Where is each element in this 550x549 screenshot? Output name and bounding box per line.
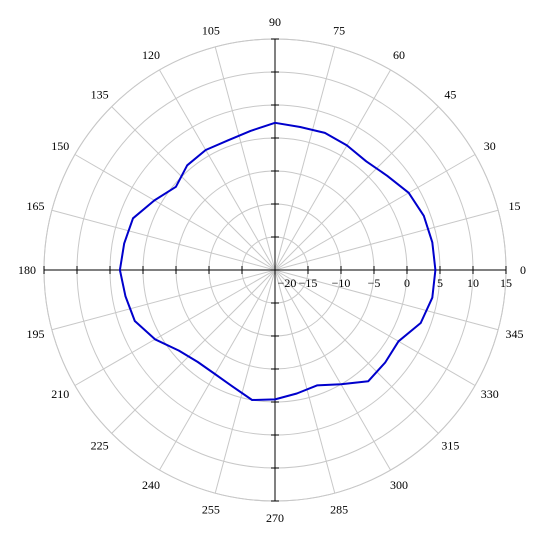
angle-label: 300 xyxy=(390,478,408,492)
angle-label: 180 xyxy=(18,263,36,277)
data-point xyxy=(423,215,425,217)
data-point xyxy=(274,122,276,124)
data-point xyxy=(340,383,342,386)
radial-tick-label: −10 xyxy=(332,276,351,290)
label-layer: −20 −15 −10 −5 0 5 10 1501530456075901051201351… xyxy=(18,15,526,525)
series-layer xyxy=(118,121,437,401)
angle-label: 60 xyxy=(393,48,405,62)
grid-spoke xyxy=(274,269,476,386)
angle-label: 240 xyxy=(142,478,160,492)
angle-label: 90 xyxy=(269,15,281,29)
angle-label: 165 xyxy=(26,199,44,213)
grid-spoke xyxy=(159,269,276,471)
data-point xyxy=(316,384,318,387)
radial-tick-label: 15 xyxy=(500,276,512,290)
angle-label: 15 xyxy=(509,199,521,213)
data-point xyxy=(407,192,410,194)
angle-label: 30 xyxy=(484,139,496,153)
grid-spoke xyxy=(274,154,476,271)
data-point xyxy=(214,373,216,375)
grid-spoke xyxy=(111,269,276,434)
data-point xyxy=(119,269,121,271)
angle-label: 135 xyxy=(91,88,109,102)
radial-tick-label: 0 xyxy=(404,276,410,290)
data-point xyxy=(299,126,302,128)
data-point xyxy=(132,217,134,220)
data-point xyxy=(434,269,437,271)
radial-tick-label: −5 xyxy=(368,276,381,290)
grid-spoke xyxy=(74,269,276,386)
data-point xyxy=(274,398,276,401)
angle-label: 150 xyxy=(51,139,69,153)
angle-label: 105 xyxy=(202,23,220,37)
data-point xyxy=(431,241,434,244)
data-point xyxy=(251,399,253,401)
data-point xyxy=(197,361,199,363)
data-point xyxy=(204,149,207,151)
grid-spoke xyxy=(274,69,391,271)
radial-tick-label: −15 xyxy=(299,276,318,290)
data-point xyxy=(154,338,156,341)
radial-tick-label: −20 xyxy=(278,276,297,290)
angle-label: 255 xyxy=(202,503,220,517)
grid-spoke xyxy=(159,69,276,271)
grid-spoke xyxy=(51,209,276,271)
grid-spoke xyxy=(214,46,276,271)
data-point xyxy=(296,392,298,395)
grid-spoke xyxy=(111,106,276,271)
grid-spoke xyxy=(274,106,439,271)
data-point xyxy=(153,199,156,202)
data-point xyxy=(124,295,127,298)
angle-label: 210 xyxy=(51,387,69,401)
radial-tick-label: 10 xyxy=(467,276,479,290)
data-point xyxy=(134,320,136,322)
grid-spoke xyxy=(51,269,276,331)
data-point xyxy=(175,186,177,188)
data-point xyxy=(386,175,389,177)
data-point xyxy=(178,349,180,352)
data-point xyxy=(397,340,400,343)
data-point xyxy=(384,361,387,364)
angle-label: 0 xyxy=(520,263,526,277)
data-point xyxy=(365,160,368,163)
data-point xyxy=(367,380,370,383)
grid-spoke xyxy=(274,269,439,434)
angle-label: 270 xyxy=(266,511,284,525)
grid-spoke xyxy=(274,269,391,471)
data-point xyxy=(231,385,234,388)
angle-label: 225 xyxy=(91,438,109,452)
angle-label: 315 xyxy=(441,438,459,452)
data-point xyxy=(419,322,422,324)
angle-label: 330 xyxy=(481,387,499,401)
grid-spoke xyxy=(274,46,336,271)
grid-spoke xyxy=(274,269,336,494)
axis-layer xyxy=(43,38,507,502)
angle-label: 75 xyxy=(333,23,345,37)
angle-label: 195 xyxy=(26,327,44,341)
grid-spoke xyxy=(74,154,276,271)
angle-label: 45 xyxy=(444,88,456,102)
grid-spoke xyxy=(214,269,276,494)
angle-label: 285 xyxy=(330,503,348,517)
radial-tick-label: 5 xyxy=(437,276,443,290)
data-point xyxy=(431,296,434,299)
grid-spoke xyxy=(274,209,499,271)
angle-label: 120 xyxy=(142,48,160,62)
data-point xyxy=(123,242,125,245)
angle-label: 345 xyxy=(506,327,524,341)
data-point xyxy=(227,139,229,142)
data-point xyxy=(324,132,326,134)
data-point xyxy=(186,164,188,167)
data-point xyxy=(249,130,252,132)
grid-spoke xyxy=(274,269,499,331)
data-point xyxy=(346,144,348,147)
